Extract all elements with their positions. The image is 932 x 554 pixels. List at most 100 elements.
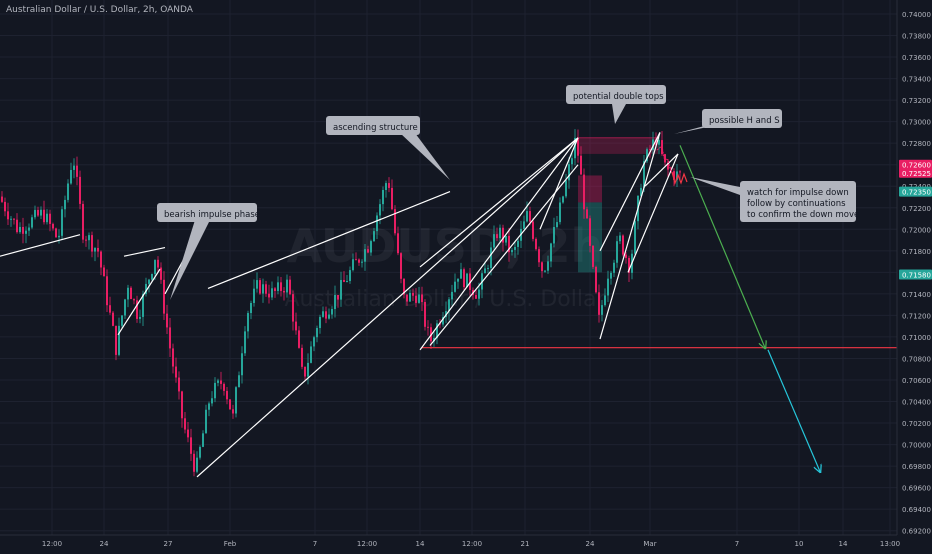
candle-body (97, 247, 99, 252)
candle-body (436, 323, 438, 339)
y-tick-label: 0.70200 (902, 420, 931, 428)
candle-body (91, 235, 93, 252)
candle-body (412, 292, 414, 296)
candle-body (295, 321, 297, 331)
candle-body (556, 222, 558, 228)
x-tick-label: Mar (643, 540, 656, 548)
symbol-title[interactable]: Australian Dollar / U.S. Dollar, 2h, OAN… (6, 5, 193, 15)
candle-body (283, 290, 285, 293)
candle-body (499, 227, 501, 239)
candle-body (232, 409, 234, 414)
candle-body (511, 249, 513, 253)
candle-body (319, 316, 321, 329)
candle-body (502, 227, 504, 243)
candle-body (163, 279, 165, 314)
price-tag-label: 0.72525 (902, 170, 931, 178)
candle-body (388, 183, 390, 188)
candle-body (667, 162, 669, 170)
candle-body (154, 259, 156, 275)
y-tick-label: 0.73000 (902, 119, 931, 127)
price-tag-label: 0.71580 (902, 271, 931, 279)
candle-body (655, 139, 657, 145)
candle-body (61, 209, 63, 236)
candle-body (568, 164, 570, 181)
candle-body (571, 158, 573, 165)
y-tick-label: 0.71200 (902, 312, 931, 320)
candle-body (109, 305, 111, 313)
candle-body (526, 211, 528, 222)
candle-body (601, 305, 603, 315)
candle-body (673, 171, 675, 180)
candle-body (142, 293, 144, 317)
candle-body (361, 261, 363, 263)
note-double-tops: potential double tops (566, 85, 666, 124)
candle-body (79, 176, 81, 204)
candle-body (247, 313, 249, 332)
note-ascending-text: ascending structure (333, 123, 418, 133)
candle-body (148, 279, 150, 284)
candle-body (190, 437, 192, 454)
candle-body (457, 278, 459, 282)
candle-body (337, 294, 339, 300)
annotations: bearish impulse phase ascending structure… (157, 85, 859, 300)
candle-body (133, 299, 135, 301)
candle-body (193, 453, 195, 472)
candle-body (595, 266, 597, 293)
y-tick-label: 0.69600 (902, 485, 931, 493)
candle-body (487, 267, 489, 269)
candle-body (202, 433, 204, 447)
candle-body (103, 267, 105, 277)
trendline-13 (644, 153, 679, 187)
candle-body (199, 446, 201, 458)
note-ascending-tail (400, 133, 450, 180)
candle-body (223, 383, 225, 391)
candle-body (181, 391, 183, 419)
candle-body (241, 353, 243, 376)
candle-body (352, 259, 354, 271)
candle-body (58, 235, 60, 238)
y-tick-label: 0.73600 (902, 54, 931, 62)
x-tick-label: 12:00 (462, 540, 482, 548)
note-double-tops-box (566, 85, 666, 104)
candle-body (565, 180, 567, 197)
y-tick-label: 0.72800 (902, 140, 931, 148)
trendlines (0, 132, 679, 478)
price-tag-1 (899, 167, 932, 178)
candle-body (400, 253, 402, 279)
candle-body (382, 189, 384, 205)
highlight-zones (578, 137, 658, 273)
candle-body (124, 299, 126, 316)
candle-body (145, 283, 147, 294)
candle-body (157, 259, 159, 268)
candle-body (121, 315, 123, 326)
candle-body (250, 302, 252, 314)
candle-body (640, 187, 642, 196)
note-watch-text: to confirm the down move (747, 210, 859, 220)
candle-body (94, 247, 96, 252)
x-tick-label: 7 (735, 540, 739, 548)
candle-body (409, 292, 411, 302)
trendline-6 (419, 137, 579, 351)
candle-body (598, 292, 600, 315)
note-watch-text: watch for impulse down (747, 188, 849, 198)
candle-body (82, 203, 84, 240)
candle-body (229, 399, 231, 410)
x-tick-label: 14 (839, 540, 848, 548)
watermark-name: Australian Dollar / U.S. Dollar (285, 287, 607, 312)
projection-arrow-0 (679, 145, 765, 347)
candle-body (460, 269, 462, 279)
y-tick-label: 0.71800 (902, 248, 931, 256)
x-tick-label: 12:00 (42, 540, 62, 548)
y-tick-label: 0.74000 (902, 11, 931, 19)
candle-body (580, 155, 582, 175)
candle-body (37, 209, 39, 216)
candle-body (31, 217, 33, 228)
candle-body (583, 174, 585, 210)
candle-body (313, 337, 315, 347)
candle-body (394, 209, 396, 234)
candle-body (322, 311, 324, 317)
candle-body (52, 223, 54, 229)
candle-body (475, 295, 477, 299)
